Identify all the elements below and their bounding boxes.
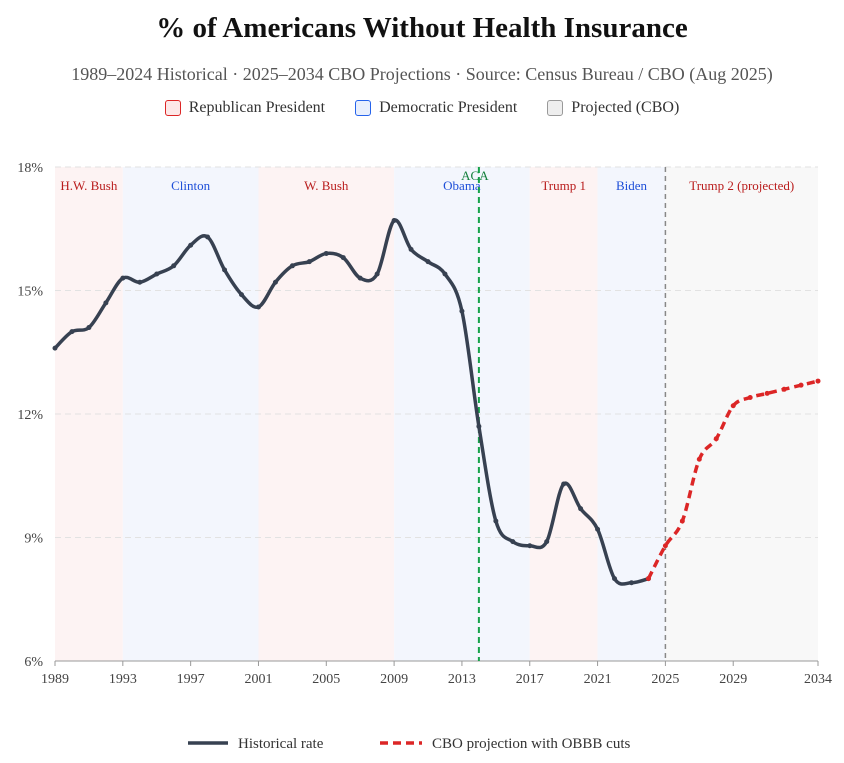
x-tick-label: 2001 <box>244 672 272 687</box>
historical-point <box>222 267 228 273</box>
historical-point <box>459 308 465 314</box>
historical-point <box>527 543 533 549</box>
historical-point <box>120 275 126 281</box>
legend-label: Projected (CBO) <box>571 99 680 116</box>
x-tick-label: 2021 <box>584 672 612 687</box>
historical-point <box>52 345 58 351</box>
historical-point <box>239 292 245 298</box>
presidency-label: Biden <box>616 178 648 193</box>
presidency-label: Trump 1 <box>541 178 586 193</box>
x-tick-label: 2025 <box>651 672 679 687</box>
historical-point <box>188 242 194 248</box>
historical-point <box>171 263 177 269</box>
x-tick-label: 2005 <box>312 672 340 687</box>
historical-point <box>425 259 431 265</box>
projection-point <box>645 576 651 582</box>
historical-point <box>306 259 312 265</box>
historical-point <box>544 539 550 545</box>
y-tick-label: 18% <box>17 161 43 176</box>
historical-point <box>103 300 109 306</box>
chart-subtitle: 1989–2024 Historical · 2025–2034 CBO Pro… <box>71 64 773 84</box>
x-tick-label: 2017 <box>516 672 544 687</box>
x-tick-label: 1997 <box>177 672 205 687</box>
presidency-label: H.W. Bush <box>60 178 117 193</box>
historical-point <box>69 329 75 335</box>
projection-point <box>696 456 702 462</box>
projection-point <box>815 378 821 384</box>
historical-point <box>408 246 414 252</box>
historical-point <box>272 279 278 285</box>
projection-point <box>798 382 804 388</box>
x-tick-label: 2013 <box>448 672 476 687</box>
historical-point <box>476 423 482 429</box>
historical-point <box>86 325 92 331</box>
x-tick-label: 2029 <box>719 672 747 687</box>
projection-point <box>713 436 719 442</box>
historical-point <box>442 271 448 277</box>
projection-point <box>730 403 736 409</box>
historical-point <box>205 234 211 240</box>
x-tick-label: 2034 <box>804 672 832 687</box>
x-tick-label: 2009 <box>380 672 408 687</box>
aca-label: ACA <box>461 168 489 183</box>
projection-point <box>764 390 770 396</box>
presidency-label: Trump 2 (projected) <box>689 178 794 193</box>
y-tick-label: 12% <box>17 408 43 423</box>
historical-point <box>374 271 380 277</box>
historical-point <box>612 576 618 582</box>
historical-point <box>628 580 634 586</box>
legend-projection-label: CBO projection with OBBB cuts <box>432 736 630 752</box>
y-tick-label: 15% <box>17 285 43 300</box>
historical-point <box>340 255 346 261</box>
legend-swatch-democratic <box>355 100 372 116</box>
legend-swatch-projected <box>547 100 564 116</box>
historical-point <box>255 304 261 310</box>
projection-point <box>747 395 753 401</box>
historical-point <box>289 263 295 269</box>
historical-point <box>595 526 601 532</box>
historical-point <box>578 506 584 512</box>
party-legend: Republican President Democratic Presiden… <box>0 99 844 117</box>
legend-projected: Projected (CBO) <box>547 99 679 117</box>
historical-point <box>154 271 160 277</box>
historical-point <box>357 275 363 281</box>
y-tick-label: 6% <box>24 655 43 670</box>
presidency-label: W. Bush <box>304 178 349 193</box>
legend-swatch-republican <box>164 100 181 116</box>
legend-label: Democratic President <box>379 99 518 116</box>
projection-point <box>662 543 668 549</box>
projection-point <box>781 386 787 392</box>
x-tick-label: 1993 <box>109 672 137 687</box>
legend-democratic: Democratic President <box>355 99 517 117</box>
presidency-label: Obama <box>443 178 481 193</box>
presidency-label: Clinton <box>171 178 211 193</box>
y-tick-label: 9% <box>24 532 43 547</box>
historical-point <box>391 218 397 224</box>
historical-point <box>561 481 567 487</box>
legend-republican: Republican President <box>164 99 326 117</box>
historical-point <box>323 250 329 256</box>
legend-historical-label: Historical rate <box>238 736 324 752</box>
historical-point <box>137 279 143 285</box>
projection-point <box>679 518 685 524</box>
historical-point <box>510 539 516 545</box>
historical-point <box>493 518 499 524</box>
chart-title: % of Americans Without Health Insurance <box>156 12 688 44</box>
legend-label: Republican President <box>188 99 326 116</box>
x-tick-label: 1989 <box>41 672 69 687</box>
